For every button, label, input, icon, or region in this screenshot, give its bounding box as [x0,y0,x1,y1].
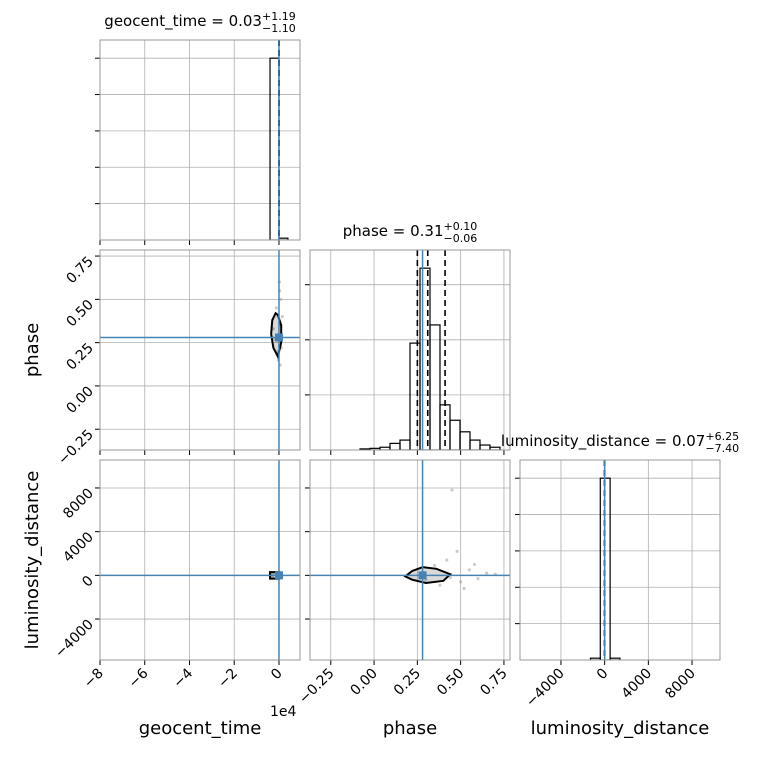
truth-marker [418,571,427,580]
hist-bar [479,444,491,450]
panel [310,250,510,450]
x-axis-label: geocent_time [139,718,262,739]
title-sub: −1.10 [262,22,296,35]
panel-frame [99,249,301,451]
y-tick-label: 8000 [60,485,97,522]
panel-frame [99,39,301,241]
x-axis-label: luminosity_distance [531,718,710,739]
panel-title: phase = 0.31+0.10 −0.06 [343,220,478,245]
x-tick-label: 0.25 [391,666,424,699]
sample-point [467,568,471,572]
sample-point [459,580,463,584]
x-tick-label: 0.75 [477,666,510,699]
y-tick-label: 0.75 [63,254,96,287]
x-tick-label: 0 [268,666,286,684]
hist-bar [409,342,421,450]
sample-point [485,571,489,575]
y-tick-label: 0.50 [63,297,96,330]
panel [310,460,510,660]
x-tick-label: −6 [126,665,152,691]
panel-frame [309,249,511,451]
sample-point [438,583,442,587]
x-tick-label: 0.50 [434,666,467,699]
hist-bar [429,324,441,450]
title-sup: +1.19 [262,10,296,23]
hist-bar [389,442,401,450]
y-tick-label: 0.00 [63,383,96,416]
hist-bar [399,439,411,450]
x-tick-label: −4 [170,665,196,691]
title-sup: +6.25 [705,430,739,443]
panel-frame [99,459,301,661]
sample-point [448,575,452,580]
x-offset: 1e4 [270,704,297,720]
sample-point [274,306,278,310]
hist-bar [469,439,481,450]
hist-bar [449,419,461,450]
x-tick-label: −2 [215,666,241,692]
title-sup: +0.10 [444,220,478,233]
truth-marker [274,571,283,580]
sample-point [450,488,454,492]
panel-frame [309,459,511,661]
title-main: geocent_time = 0.03 [104,12,262,31]
sample-point [455,549,459,553]
sample-point [445,558,449,562]
panel [520,460,720,660]
y-tick-label: 4000 [60,529,97,566]
title-main: phase = 0.31 [343,222,444,240]
y-tick-label: −4000 [52,617,97,662]
x-tick-label: −8 [81,666,107,692]
panel-frame [519,459,721,661]
y-tick-label: 0 [79,573,97,591]
x-axis-label: phase [383,718,437,739]
title-sub: −7.40 [705,442,739,455]
sample-point [472,562,477,567]
hist-bar [269,57,280,240]
y-axis-label: luminosity_distance [22,471,43,650]
truth-marker [274,333,283,342]
panel [100,460,300,660]
hist-bar [459,431,471,450]
title-main: luminosity_distance = 0.07 [501,432,705,451]
x-tick-label: 0 [594,666,612,684]
x-tick-label: 8000 [662,666,699,703]
panel-title: geocent_time = 0.03+1.19 −1.10 [104,10,295,35]
y-axis-label: phase [22,323,43,377]
panel [100,250,300,450]
x-tick-label: −4000 [523,666,568,711]
panel-title: luminosity_distance = 0.07+6.25 −7.40 [501,430,739,455]
y-tick-label: −0.25 [55,427,97,469]
sample-point [280,315,284,319]
sample-point [462,586,466,591]
sample-point [433,563,437,568]
title-sub: −0.06 [444,232,478,245]
y-tick-label: 0.25 [63,340,96,373]
sample-point [476,577,480,581]
panel [100,40,300,240]
x-tick-label: 0.00 [348,666,381,699]
hist-bar [609,657,621,660]
x-tick-label: 4000 [619,666,656,703]
sample-point [279,297,283,301]
x-tick-label: −0.25 [296,666,338,708]
